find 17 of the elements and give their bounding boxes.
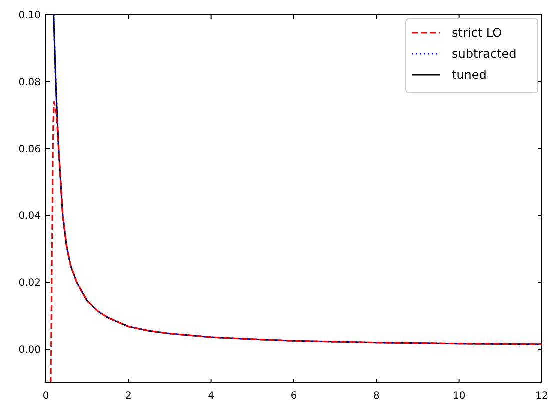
y-tick-label: 0.00 xyxy=(18,345,41,356)
x-tick-label: 8 xyxy=(373,391,380,402)
legend-label: strict LO xyxy=(452,26,502,40)
x-tick-label: 6 xyxy=(290,391,298,402)
line-series xyxy=(50,101,542,383)
x-tick-label: 4 xyxy=(208,391,215,402)
y-tick-label: 0.06 xyxy=(18,144,41,156)
x-tick-label: 12 xyxy=(536,391,548,402)
legend-label: subtracted xyxy=(452,47,517,62)
y-tick-label: 0.08 xyxy=(18,77,41,88)
x-tick-label: 0 xyxy=(42,391,50,402)
y-tick-label: 0.10 xyxy=(18,10,41,22)
x-tick-label: 2 xyxy=(125,391,132,402)
x-tick-label: 10 xyxy=(452,391,466,402)
y-tick-label: 0.02 xyxy=(18,278,41,290)
legend-label: tuned xyxy=(452,68,487,82)
y-tick-label: 0.04 xyxy=(18,211,41,222)
